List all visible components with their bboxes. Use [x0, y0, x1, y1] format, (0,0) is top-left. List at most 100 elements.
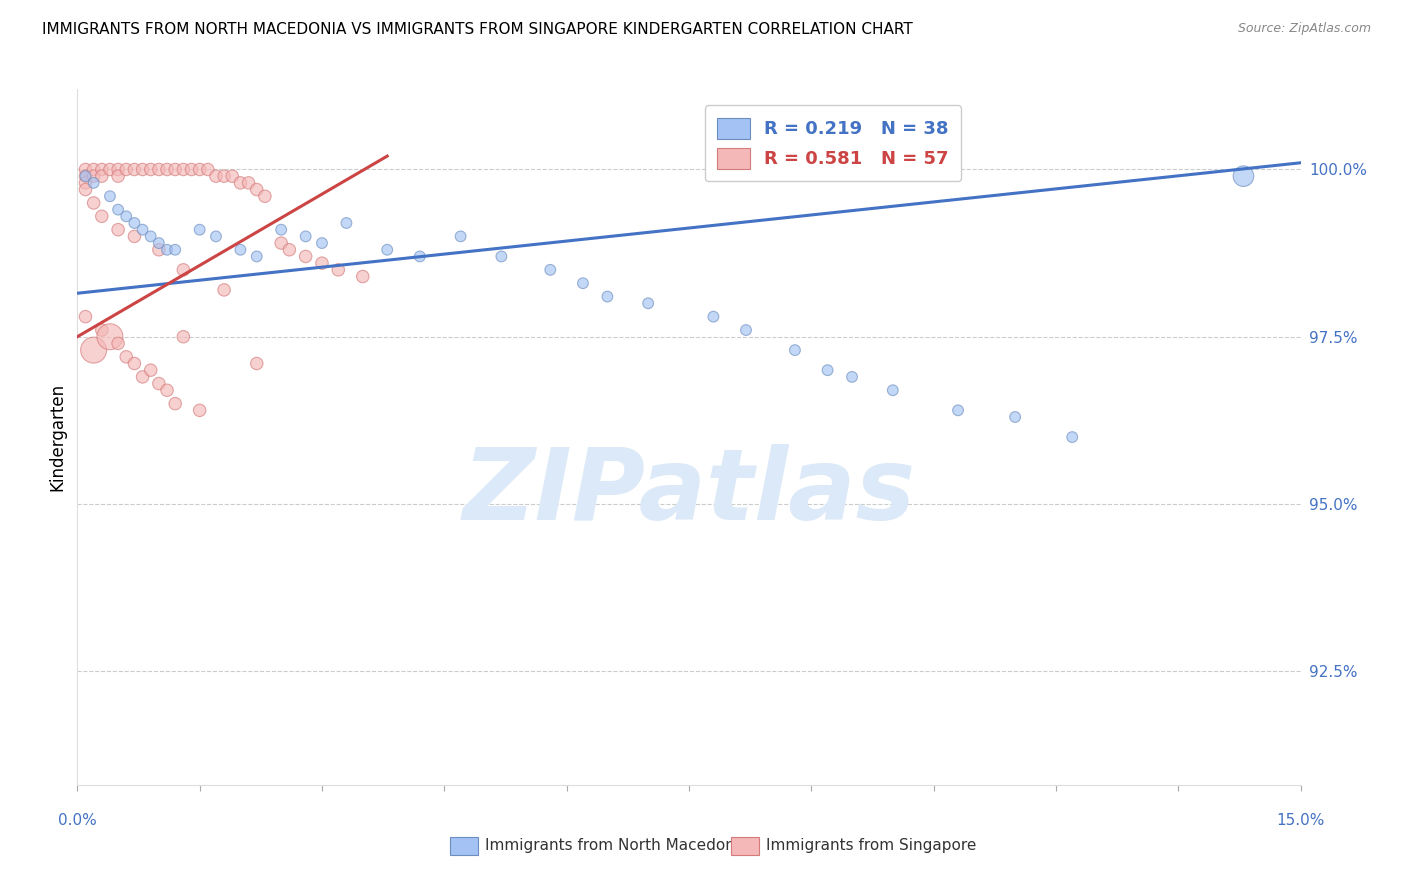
Point [882, 384, 904, 398]
Text: 0.0%: 0.0% [58, 813, 97, 828]
Point [1004, 410, 1026, 425]
Point [946, 403, 969, 417]
Point [83, 169, 105, 183]
Text: IMMIGRANTS FROM NORTH MACEDONIA VS IMMIGRANTS FROM SINGAPORE KINDERGARTEN CORREL: IMMIGRANTS FROM NORTH MACEDONIA VS IMMIG… [42, 22, 912, 37]
Point [783, 343, 806, 357]
Point [98, 329, 121, 343]
Text: Immigrants from Singapore: Immigrants from Singapore [766, 838, 977, 853]
Point [197, 162, 219, 177]
Point [107, 222, 129, 236]
Point [83, 176, 105, 190]
Point [139, 162, 162, 177]
Point [139, 229, 162, 244]
Point [75, 169, 97, 183]
Point [75, 176, 97, 190]
Point [409, 249, 432, 263]
Point [124, 216, 146, 230]
Point [270, 222, 292, 236]
Point [156, 243, 179, 257]
Point [131, 162, 153, 177]
Point [107, 336, 129, 351]
Point [124, 162, 146, 177]
Point [156, 162, 179, 177]
Point [148, 235, 170, 250]
Point [131, 369, 153, 384]
Point [1232, 169, 1254, 183]
Point [75, 182, 97, 196]
Point [212, 169, 235, 183]
Point [165, 243, 187, 257]
Point [328, 262, 350, 277]
Point [75, 162, 97, 177]
Point [229, 176, 252, 190]
Point [172, 329, 194, 343]
Text: Source: ZipAtlas.com: Source: ZipAtlas.com [1237, 22, 1371, 36]
Point [735, 323, 758, 337]
Point [172, 162, 194, 177]
Point [83, 195, 105, 210]
Point [188, 162, 211, 177]
Point [352, 269, 374, 284]
Point [107, 202, 129, 217]
Text: ZIPatlas: ZIPatlas [463, 444, 915, 541]
Point [180, 162, 202, 177]
Point [270, 235, 292, 250]
Point [98, 189, 121, 203]
Point [75, 310, 97, 324]
Point [212, 283, 235, 297]
Point [294, 249, 316, 263]
Point [148, 243, 170, 257]
Point [188, 403, 211, 417]
Point [205, 169, 228, 183]
Point [246, 182, 269, 196]
Point [90, 209, 112, 223]
Point [221, 169, 243, 183]
Point [124, 356, 146, 370]
Text: Immigrants from North Macedonia: Immigrants from North Macedonia [485, 838, 748, 853]
Point [90, 162, 112, 177]
Point [172, 262, 194, 277]
Point [311, 235, 333, 250]
Point [841, 369, 863, 384]
Point [375, 243, 398, 257]
Point [637, 296, 659, 310]
Point [139, 363, 162, 377]
Y-axis label: Kindergarten: Kindergarten [48, 383, 66, 491]
Point [278, 243, 301, 257]
Point [115, 162, 138, 177]
Point [205, 229, 228, 244]
Point [491, 249, 513, 263]
Point [1062, 430, 1084, 444]
Point [90, 169, 112, 183]
Point [83, 343, 105, 357]
Legend: R = 0.219   N = 38, R = 0.581   N = 57: R = 0.219 N = 38, R = 0.581 N = 57 [704, 105, 962, 181]
Point [238, 176, 260, 190]
Point [165, 397, 187, 411]
Point [253, 189, 276, 203]
Point [115, 209, 138, 223]
Point [107, 162, 129, 177]
Point [311, 256, 333, 270]
Point [131, 222, 153, 236]
Point [246, 249, 269, 263]
Point [124, 229, 146, 244]
Point [335, 216, 357, 230]
Point [83, 162, 105, 177]
Point [188, 222, 211, 236]
Point [229, 243, 252, 257]
Point [107, 169, 129, 183]
Point [538, 262, 561, 277]
Point [450, 229, 472, 244]
Point [75, 169, 97, 183]
Point [596, 290, 619, 304]
Point [294, 229, 316, 244]
Point [246, 356, 269, 370]
Point [148, 376, 170, 391]
Point [98, 162, 121, 177]
Point [90, 323, 112, 337]
Point [148, 162, 170, 177]
Point [115, 350, 138, 364]
Point [156, 384, 179, 398]
Point [817, 363, 839, 377]
Text: 15.0%: 15.0% [1277, 813, 1324, 828]
